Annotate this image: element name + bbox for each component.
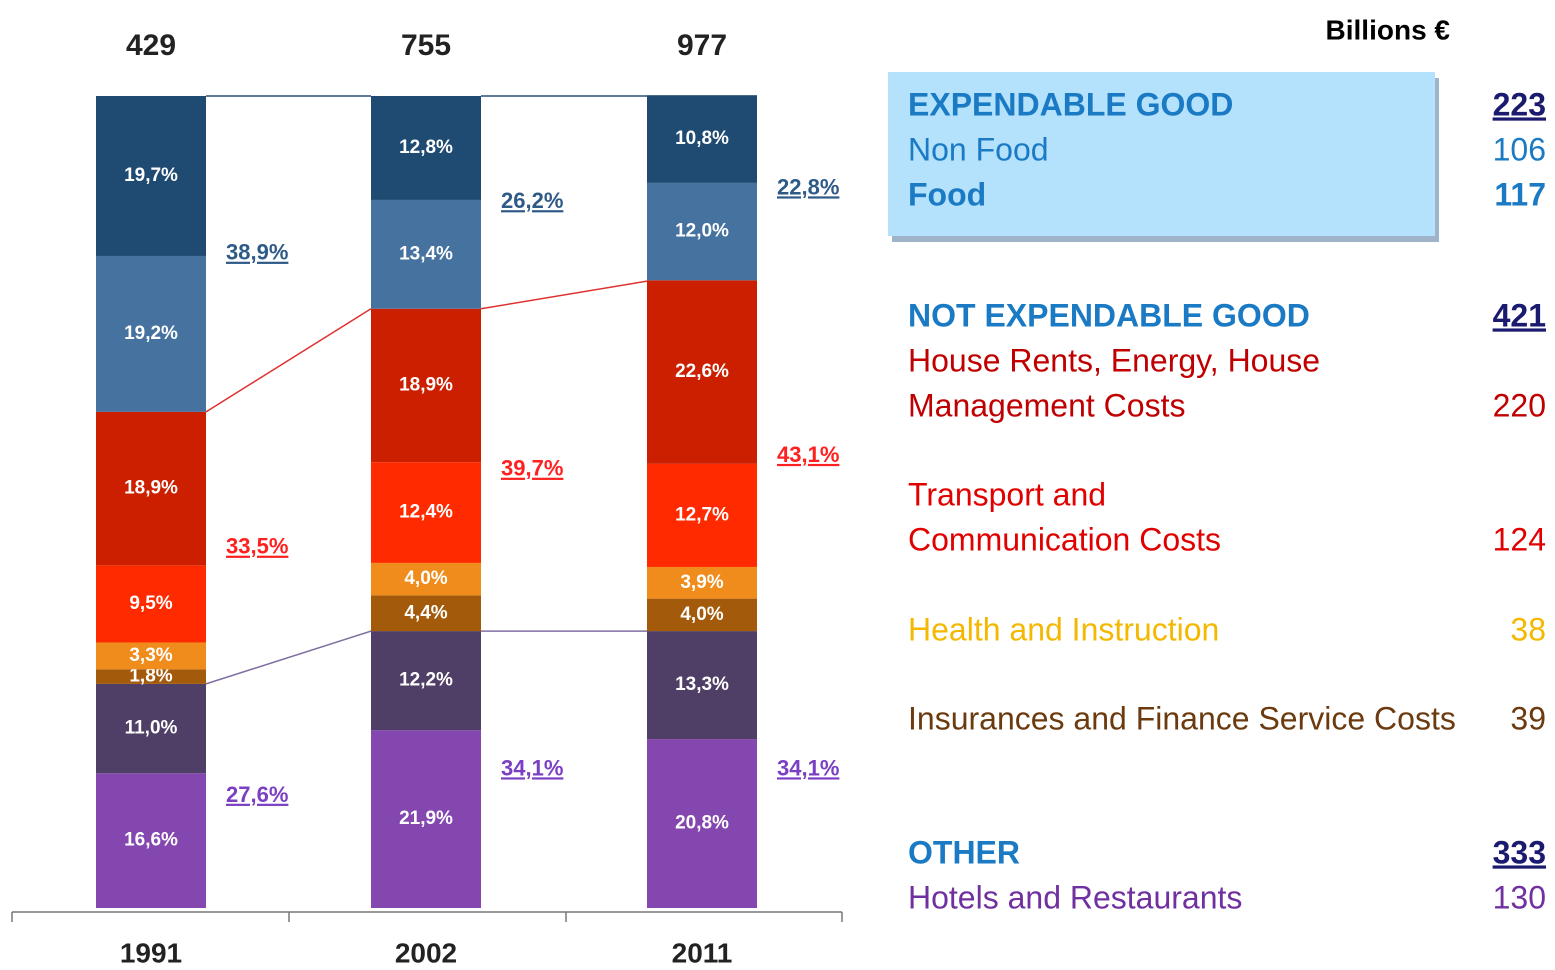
x-tick-label: 2011 <box>672 937 733 968</box>
bar-segment <box>371 595 481 632</box>
item-value: 38 <box>1510 611 1546 647</box>
group-label: 22,8% <box>777 174 839 199</box>
segment-label: 11,0% <box>125 718 178 739</box>
bar-segment <box>96 642 206 670</box>
segment-label: 19,2% <box>124 323 178 344</box>
bar-segment <box>647 182 757 281</box>
item-value: 124 <box>1493 521 1546 557</box>
segment-label: 21,9% <box>399 808 453 829</box>
x-tick-label: 2002 <box>395 937 457 968</box>
bar-segment <box>96 96 206 256</box>
segment-label: 13,3% <box>675 674 729 695</box>
item-label: House Rents, Energy, House <box>908 342 1320 378</box>
group-label: 27,6% <box>226 782 288 807</box>
connector <box>205 308 372 413</box>
segment-label: 19,7% <box>124 165 178 186</box>
segment-label: 18,9% <box>399 374 453 395</box>
item-label: Communication Costs <box>908 521 1221 557</box>
segment-label: 16,6% <box>124 830 178 851</box>
bar-segment <box>371 199 481 309</box>
total-label: 755 <box>401 29 451 62</box>
item-label: Health and Instruction <box>908 611 1219 647</box>
item-label: Insurances and Finance Service Costs <box>908 700 1456 736</box>
bar-segment <box>647 463 757 567</box>
section-title: EXPENDABLE GOOD <box>908 86 1233 122</box>
segment-label: 9,5% <box>129 593 172 614</box>
highlight-box <box>888 72 1435 236</box>
section-total: 223 <box>1493 86 1546 122</box>
bar-segment <box>96 669 206 684</box>
bar-segment <box>647 598 757 632</box>
segment-label: 20,8% <box>675 813 729 834</box>
bar-segment <box>96 411 206 566</box>
segment-label: 22,6% <box>675 361 729 382</box>
bar-segment <box>647 631 757 740</box>
group-label: 33,5% <box>226 534 288 559</box>
bar-segment <box>647 95 757 183</box>
group-label: 38,9% <box>226 240 288 265</box>
section-title: NOT EXPENDABLE GOOD <box>908 297 1310 333</box>
segment-label: 4,0% <box>680 604 723 625</box>
item-label: Food <box>908 176 986 212</box>
total-label: 977 <box>677 29 727 62</box>
segment-label: 1,8% <box>129 666 172 687</box>
segment-label: 12,8% <box>399 137 453 158</box>
bar-segment <box>96 773 206 908</box>
group-label: 43,1% <box>777 442 839 467</box>
bar-segment <box>647 566 757 599</box>
item-value: 130 <box>1493 879 1546 915</box>
item-label: Hotels and Restaurants <box>908 879 1242 915</box>
bar-segment <box>96 683 206 774</box>
segment-label: 3,3% <box>129 645 172 666</box>
item-label: Non Food <box>908 131 1049 167</box>
group-label: 26,2% <box>501 188 563 213</box>
bar-segment <box>96 255 206 412</box>
x-tick-label: 1991 <box>120 937 182 968</box>
segment-label: 12,2% <box>399 670 453 691</box>
segment-label: 10,8% <box>675 128 729 149</box>
group-label: 34,1% <box>777 755 839 780</box>
item-value: 39 <box>1510 700 1546 736</box>
bar-segment <box>371 631 481 731</box>
section-total: 333 <box>1493 834 1546 870</box>
bar-segment <box>371 462 481 563</box>
group-label: 39,7% <box>501 456 563 481</box>
section-title: OTHER <box>908 834 1020 870</box>
segment-label: 12,4% <box>399 502 453 523</box>
segment-label: 12,7% <box>675 504 729 525</box>
item-label: Transport and <box>908 476 1106 512</box>
bar-segment <box>96 565 206 643</box>
segment-label: 12,0% <box>675 221 729 242</box>
bar-segment <box>647 280 757 464</box>
segment-label: 4,0% <box>404 568 447 589</box>
item-value: 117 <box>1494 176 1546 212</box>
segment-label: 18,9% <box>124 478 178 499</box>
segment-label: 13,4% <box>399 243 453 264</box>
group-label: 34,1% <box>501 755 563 780</box>
section-total: 421 <box>1493 297 1546 333</box>
unit: Billions € <box>1326 14 1451 45</box>
segment-label: 3,9% <box>680 572 723 593</box>
connector <box>480 280 648 310</box>
segment-label: 4,4% <box>404 602 447 623</box>
total-label: 429 <box>126 29 176 62</box>
connector <box>205 630 372 685</box>
bar-segment <box>647 739 757 908</box>
bar-segment <box>371 96 481 200</box>
bar-segment <box>371 308 481 463</box>
bar-segment <box>371 562 481 596</box>
item-value: 106 <box>1493 131 1546 167</box>
item-value: 220 <box>1493 387 1546 423</box>
item-label: Management Costs <box>908 387 1185 423</box>
bar-segment <box>371 730 481 908</box>
